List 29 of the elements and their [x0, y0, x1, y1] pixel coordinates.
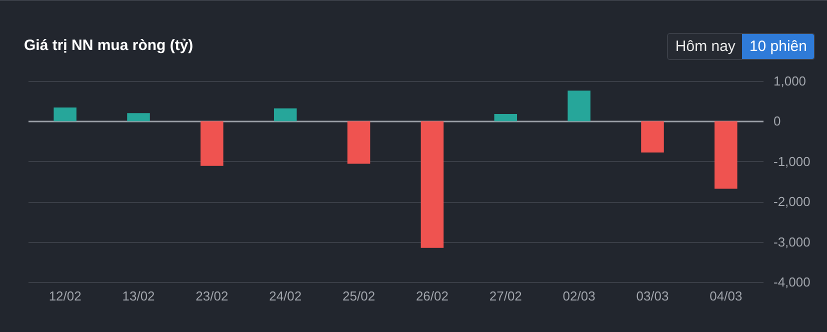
y-tick-label: -4,000 — [774, 274, 810, 290]
y-tick-label: 1,000 — [774, 74, 806, 88]
y-tick-label: -1,000 — [774, 154, 810, 169]
y-tick-label: -2,000 — [774, 194, 810, 210]
bar — [127, 113, 150, 122]
bar — [347, 121, 370, 164]
x-tick-label: 03/03 — [636, 288, 669, 304]
chart-title: Giá trị NN mua ròng (tỷ) — [24, 37, 194, 54]
bar — [54, 108, 76, 122]
selected-button: 10 phiên — [742, 34, 814, 59]
x-tick-label: 23/02 — [196, 288, 228, 304]
x-tick-label: 13/02 — [122, 288, 155, 304]
bar — [714, 121, 738, 189]
bar — [420, 121, 444, 248]
bar — [641, 121, 664, 153]
x-tick-label: 12/02 — [48, 288, 82, 304]
y-tick-label: -3,000 — [774, 234, 810, 250]
y-tick-label: 0 — [774, 114, 781, 129]
x-tick-label: 26/02 — [416, 288, 448, 304]
bar — [274, 108, 297, 122]
option-button: Hôm nay — [668, 34, 742, 59]
bar — [568, 90, 590, 122]
x-tick-label: 04/03 — [710, 288, 742, 304]
bar — [494, 114, 518, 122]
x-tick-label: 27/02 — [489, 288, 522, 304]
bar — [200, 121, 224, 166]
x-tick-label: 25/02 — [342, 288, 376, 304]
x-tick-label: 02/03 — [562, 288, 596, 304]
x-tick-label: 24/02 — [269, 288, 302, 304]
